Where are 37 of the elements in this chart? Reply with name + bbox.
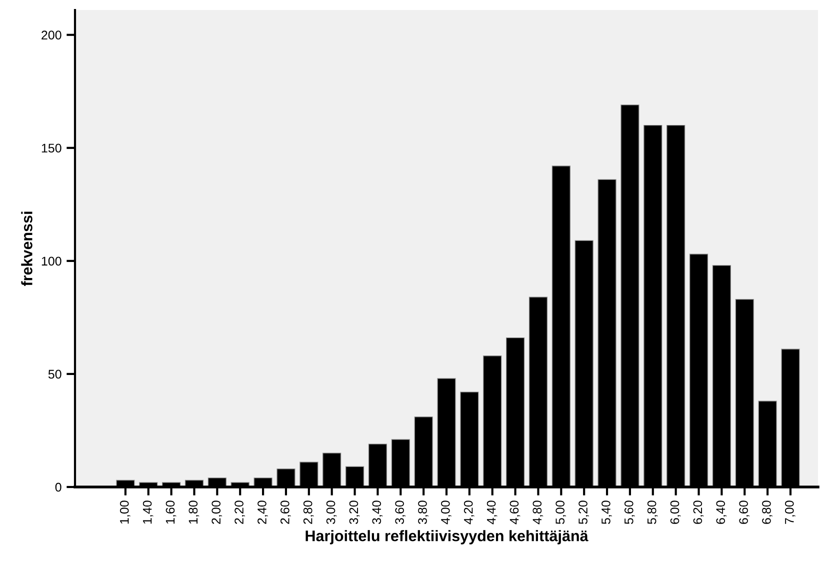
x-tick-label: 1,40 bbox=[142, 500, 154, 524]
y-tick-label: 100 bbox=[42, 256, 62, 266]
x-tick-label: 4,60 bbox=[510, 500, 520, 524]
x-tick-label: 4,00 bbox=[441, 500, 452, 524]
x-tick-label: 5,00 bbox=[556, 500, 566, 524]
x-tick-label: 5,60 bbox=[624, 500, 635, 524]
x-tick-label: 2,80 bbox=[303, 500, 314, 524]
y-tick-label: 0 bbox=[55, 482, 62, 492]
x-axis-title: Harjoittelu reflektiivisyyden kehittäjänä bbox=[306, 530, 588, 544]
x-tick-label: 3,80 bbox=[418, 500, 428, 524]
x-tick-label: 4,20 bbox=[464, 500, 474, 524]
x-tick-label: 6,00 bbox=[670, 500, 681, 524]
y-tick-label: 50 bbox=[48, 370, 62, 379]
x-tick-label: 6,60 bbox=[739, 500, 750, 524]
x-tick-label: 6,20 bbox=[693, 500, 704, 524]
y-tick-label: 150 bbox=[42, 144, 62, 153]
x-tick-label: 1,80 bbox=[188, 500, 200, 524]
x-tick-label: 6,80 bbox=[762, 500, 772, 524]
x-tick-label: 2,60 bbox=[280, 500, 291, 524]
x-tick-label: 3,40 bbox=[372, 500, 383, 524]
x-tick-label: 5,20 bbox=[578, 500, 589, 524]
x-tick-label: 3,60 bbox=[395, 500, 406, 524]
x-tick-label: 3,20 bbox=[349, 500, 360, 524]
x-tick-label: 1,60 bbox=[166, 500, 176, 524]
x-tick-label: 2,20 bbox=[234, 500, 245, 524]
x-tick-label: 1,00 bbox=[120, 500, 130, 524]
x-tick-label: 4,80 bbox=[532, 500, 544, 524]
x-tick-label: 2,40 bbox=[258, 500, 268, 524]
x-tick-label: 4,40 bbox=[486, 500, 498, 524]
x-tick-label: 5,40 bbox=[602, 500, 612, 524]
y-tick-label: 200 bbox=[42, 30, 62, 40]
x-tick-label: 2,00 bbox=[212, 500, 222, 524]
x-tick-label: 3,00 bbox=[326, 500, 337, 524]
x-tick-label: 6,40 bbox=[716, 500, 727, 524]
x-tick-label: 5,80 bbox=[647, 500, 658, 524]
x-tick-label: 7,00 bbox=[784, 500, 796, 524]
y-axis-title: frekvenssi bbox=[21, 212, 32, 286]
